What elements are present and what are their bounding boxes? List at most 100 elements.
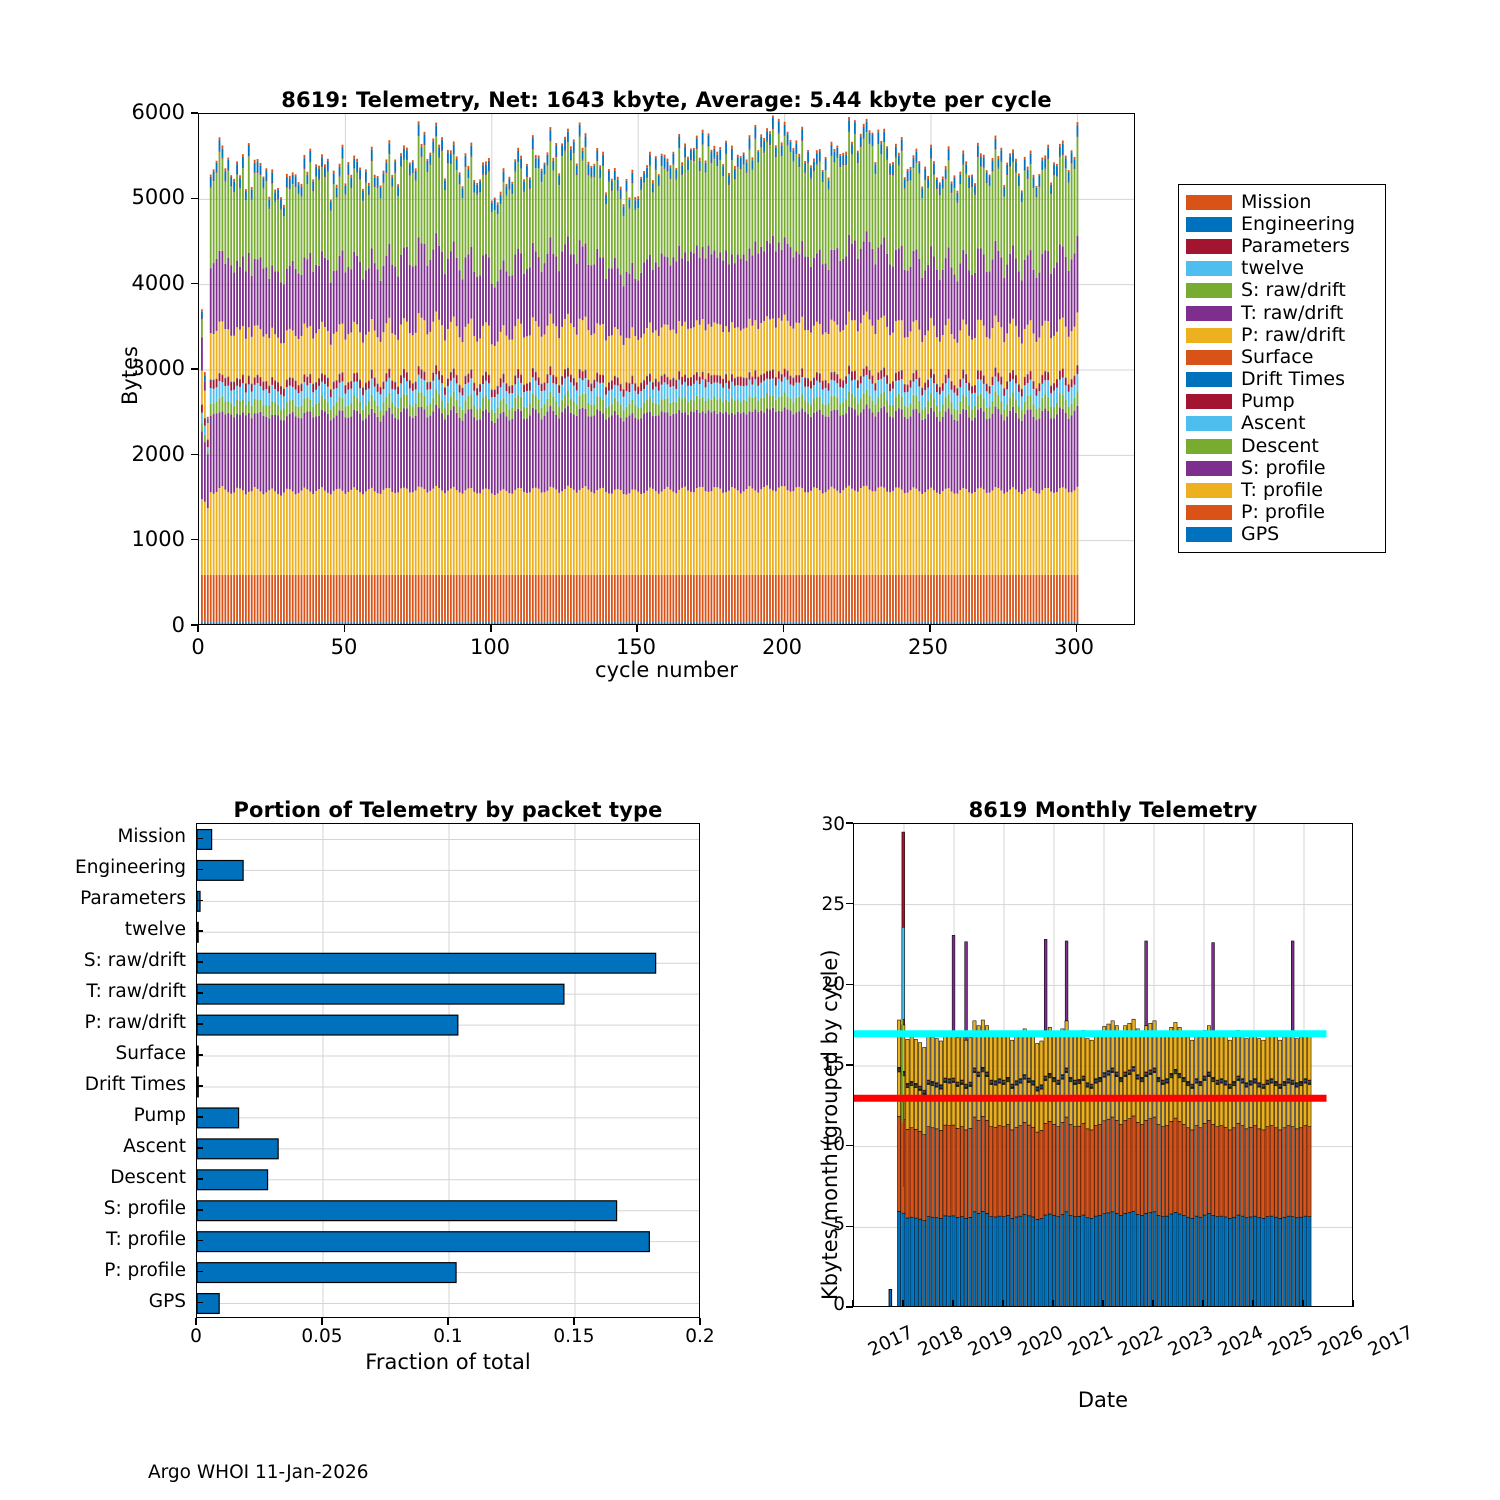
monthly-y-tickmark	[846, 1306, 853, 1308]
legend-item[interactable]: S: profile	[1186, 457, 1377, 479]
legend-item[interactable]: GPS	[1186, 524, 1377, 546]
portion-y-tickmark	[196, 899, 203, 902]
portion-category-label: Mission	[117, 826, 186, 848]
telemetry-xtick-150: 150	[615, 635, 657, 659]
legend-item[interactable]: T: raw/drift	[1186, 302, 1377, 324]
telemetry-ytick-5000: 5000	[131, 185, 185, 209]
telemetry-bars	[199, 114, 1134, 624]
legend-item-label: P: raw/drift	[1241, 323, 1346, 346]
telemetry-y-tickmark	[191, 538, 198, 541]
monthly-ytick-20: 20	[821, 974, 845, 995]
legend-swatch-icon	[1186, 216, 1232, 232]
legend-item[interactable]: Surface	[1186, 346, 1377, 368]
legend-item-label: Drift Times	[1241, 368, 1345, 391]
legend-item-label: Ascent	[1241, 412, 1306, 435]
legend-item[interactable]: S: raw/drift	[1186, 280, 1377, 302]
legend-item[interactable]: Mission	[1186, 191, 1377, 213]
monthly-x-tickmark	[852, 1300, 854, 1307]
legend-swatch-icon	[1186, 261, 1232, 277]
monthly-date-tick-label: 2020	[1014, 1321, 1067, 1361]
monthly-y-tickmark	[846, 902, 853, 905]
legend-swatch-icon	[1186, 349, 1232, 365]
portion-y-tickmark	[196, 868, 203, 871]
legend-item[interactable]: Drift Times	[1186, 369, 1377, 391]
monthly-ytick-30: 30	[821, 814, 845, 835]
legend-item[interactable]: Engineering	[1186, 213, 1377, 235]
legend-item-label: GPS	[1241, 523, 1280, 546]
telemetry-x-tickmark	[343, 625, 346, 632]
monthly-x-tickmark	[1252, 1300, 1254, 1307]
portion-category-label: P: raw/drift	[84, 1012, 186, 1034]
legend-item[interactable]: Parameters	[1186, 235, 1377, 257]
monthly-date-tick-label: 2017	[1364, 1321, 1417, 1361]
portion-y-tickmark	[196, 1177, 203, 1180]
portion-category-label: Descent	[110, 1166, 186, 1188]
legend-swatch-icon	[1186, 438, 1232, 454]
monthly-date-tick-label: 2018	[914, 1321, 967, 1361]
telemetry-ytick-6000: 6000	[131, 100, 185, 124]
telemetry-ytick-0: 0	[171, 613, 185, 637]
telemetry-xtick-0: 0	[191, 635, 205, 659]
legend-swatch-icon	[1186, 327, 1232, 343]
telemetry-y-tickmark	[191, 197, 198, 200]
legend-item-label: Surface	[1241, 345, 1314, 368]
portion-xtick-005: 0.05	[301, 1326, 343, 1347]
legend-item-label: S: profile	[1241, 456, 1326, 479]
legend-swatch-icon	[1186, 416, 1232, 432]
legend-item[interactable]: Ascent	[1186, 413, 1377, 435]
telemetry-xtick-300: 300	[1053, 635, 1095, 659]
telemetry-xtick-100: 100	[469, 635, 511, 659]
legend-item[interactable]: T: profile	[1186, 479, 1377, 501]
telemetry-y-tickmark	[191, 453, 198, 456]
legend-swatch-icon	[1186, 483, 1232, 499]
legend-swatch-icon	[1186, 372, 1232, 388]
portion-y-tickmark	[196, 1239, 203, 1242]
monthly-date-tick-label: 2025	[1264, 1321, 1317, 1361]
portion-by-packet-type-panel: Portion of Telemetry by packet type Miss…	[0, 760, 740, 1460]
legend-swatch-icon	[1186, 194, 1232, 210]
portion-y-tickmark	[196, 1054, 203, 1056]
legend-item[interactable]: P: raw/drift	[1186, 324, 1377, 346]
legend-item-label: Mission	[1241, 190, 1312, 213]
legend-item-label: twelve	[1241, 257, 1304, 280]
monthly-date-tick-label: 2019	[964, 1321, 1017, 1361]
legend-item-label: Parameters	[1241, 234, 1350, 257]
telemetry-ytick-2000: 2000	[131, 442, 185, 466]
portion-category-label: S: profile	[103, 1197, 186, 1219]
legend-item[interactable]: Pump	[1186, 391, 1377, 413]
portion-category-label: T: profile	[106, 1228, 186, 1250]
monthly-plot-area	[853, 823, 1353, 1307]
portion-title: Portion of Telemetry by packet type	[233, 798, 663, 822]
telemetry-x-tickmark	[929, 625, 931, 632]
monthly-y-axis-label: Kbytes/month (grouped by cycle)	[818, 949, 842, 1300]
portion-category-label: GPS	[148, 1290, 186, 1312]
legend-item-label: T: profile	[1241, 479, 1323, 502]
figure-footer: Argo WHOI 11-Jan-2026	[148, 1462, 369, 1483]
monthly-date-tick-label: 2024	[1214, 1321, 1267, 1361]
legend-swatch-icon	[1186, 460, 1232, 476]
monthly-date-tick-label: 2021	[1064, 1321, 1117, 1361]
portion-x-tickmark	[699, 1318, 701, 1325]
monthly-x-tickmark	[1202, 1300, 1204, 1307]
monthly-y-tickmark	[846, 1225, 853, 1228]
legend-item[interactable]: Descent	[1186, 435, 1377, 457]
telemetry-x-tickmark	[636, 625, 638, 632]
telemetry-per-cycle-panel: 8619: Telemetry, Net: 1643 kbyte, Averag…	[0, 0, 1500, 700]
monthly-x-tickmark	[1352, 1300, 1354, 1307]
portion-y-tickmark	[196, 992, 203, 994]
portion-y-tickmark	[196, 1023, 203, 1025]
legend-item[interactable]: P: profile	[1186, 502, 1377, 524]
monthly-ytick-10: 10	[821, 1134, 845, 1155]
monthly-date-tick-label: 2017	[864, 1321, 917, 1361]
monthly-ytick-5: 5	[833, 1214, 845, 1235]
monthly-x-tickmark	[1302, 1300, 1304, 1307]
monthly-x-tickmark	[1052, 1300, 1054, 1307]
legend-item-label: P: profile	[1241, 501, 1325, 524]
portion-x-axis-label: Fraction of total	[365, 1350, 531, 1374]
legend-item[interactable]: twelve	[1186, 258, 1377, 280]
legend-swatch-icon	[1186, 394, 1232, 410]
telemetry-ytick-1000: 1000	[131, 527, 185, 551]
telemetry-x-tickmark	[197, 625, 199, 632]
portion-category-label: Engineering	[75, 857, 186, 879]
telemetry-y-tickmark	[191, 112, 198, 114]
